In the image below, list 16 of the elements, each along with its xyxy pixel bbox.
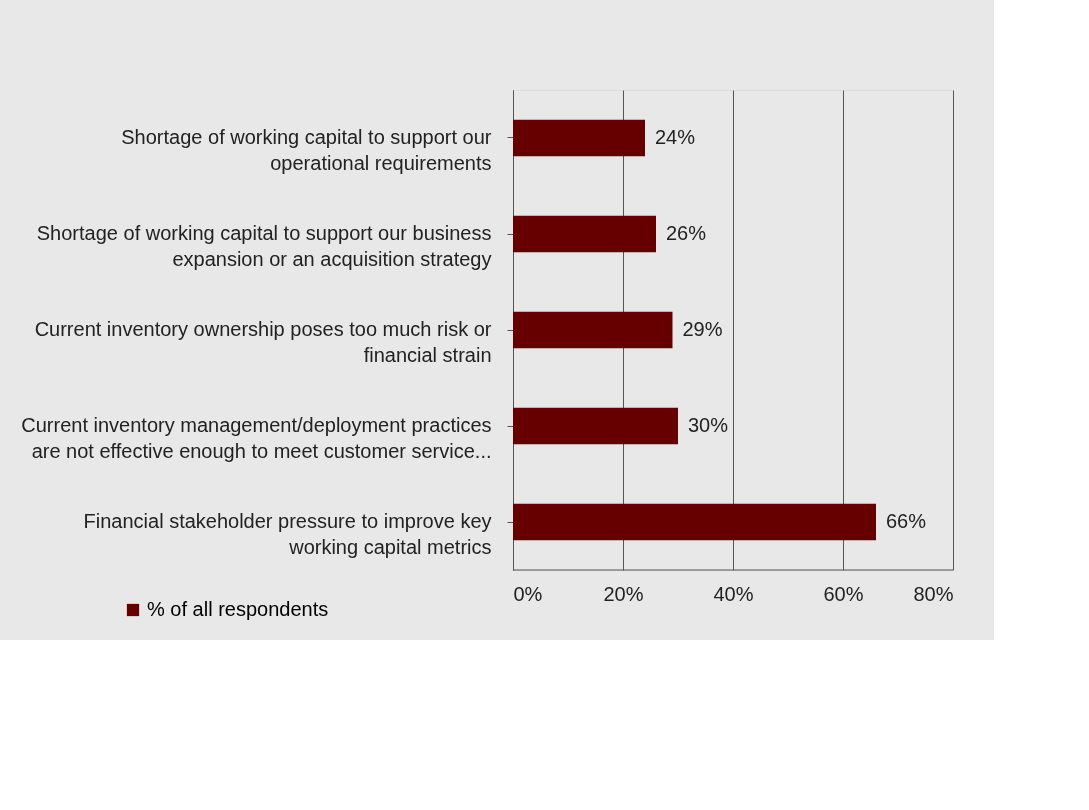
x-tick-label: 60% [823,582,864,605]
x-tick-label: 20% [603,582,644,605]
data-label: 26% [666,222,707,244]
y-tick-label: Shortage of working capital to support our business expansion or an acquisition strategy [36,222,492,270]
data-label: 30% [688,414,729,436]
x-tick-label: 80% [913,582,954,605]
y-tick-label: Shortage of working capital to support our operational requirements [121,126,492,174]
data-label: 66% [886,510,927,532]
y-tick-label: Current inventory ownership poses too much risk or financial strain [34,318,492,366]
data-label: 24% [655,126,696,148]
y-tick-label: Financial stakeholder pressure to improve key working capital metrics [83,510,492,558]
x-tick-label: 0% [513,582,543,605]
legend-label: % of all respondents [147,598,329,620]
x-tick-label: 40% [713,582,754,605]
y-tick-label: Current inventory management/deployment practices are not effective enough to meet customer service... [21,414,492,462]
data-label: 29% [682,318,723,340]
